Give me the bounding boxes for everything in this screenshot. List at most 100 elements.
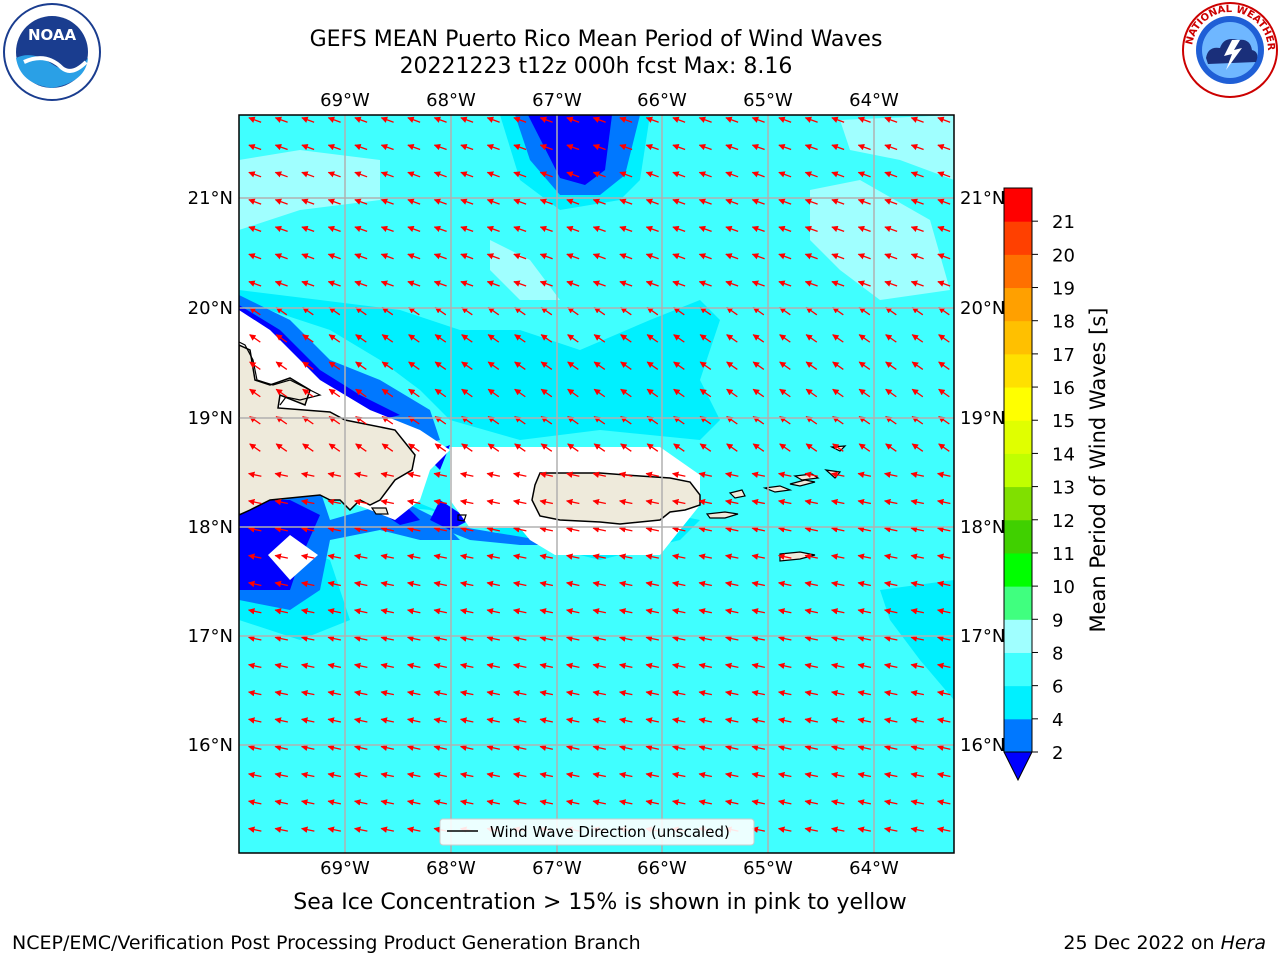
wind-wave-arrow (831, 144, 845, 151)
wind-wave-arrow (567, 361, 579, 370)
wind-wave-arrow (275, 443, 288, 452)
wind-wave-arrow (539, 553, 553, 560)
wind-wave-arrow (804, 608, 818, 615)
colorbar-segment (1004, 685, 1032, 720)
wind-wave-arrow (726, 361, 738, 370)
wind-wave-arrow (884, 198, 898, 205)
wind-wave-arrow (301, 608, 315, 615)
wind-wave-arrow (513, 526, 527, 533)
wind-wave-arrow (884, 717, 898, 724)
wind-wave-arrow (672, 471, 686, 478)
colorbar-label: Mean Period of Wind Waves [s] (1086, 308, 1110, 633)
wind-wave-arrow (884, 771, 898, 779)
wind-wave-arrow (778, 635, 792, 642)
wind-wave-arrow (778, 662, 792, 670)
lat-label: 16°N (960, 735, 1005, 756)
wind-wave-arrow (751, 744, 765, 751)
wind-wave-arrow (910, 171, 924, 178)
lon-label: 65°W (743, 858, 793, 879)
wind-wave-arrow (778, 799, 792, 806)
wind-wave-arrow (274, 116, 288, 123)
wind-wave-arrow (910, 280, 924, 287)
wind-wave-arrow (804, 689, 818, 697)
wind-wave-arrow (831, 635, 845, 642)
lat-label: 18°N (960, 517, 1005, 538)
wind-wave-arrow (539, 799, 553, 806)
wind-wave-arrow (380, 717, 394, 724)
wind-wave-arrow (804, 635, 818, 642)
wind-wave-arrow (672, 717, 686, 724)
wind-wave-arrow (249, 388, 261, 398)
wind-wave-arrow (354, 771, 368, 779)
wind-wave-arrow (461, 388, 473, 398)
wind-wave-arrow (461, 334, 473, 343)
wind-wave-arrow (698, 225, 712, 233)
wind-wave-arrow (910, 744, 924, 751)
wind-wave-arrow (539, 280, 553, 287)
wind-wave-arrow (566, 580, 580, 588)
wind-wave-arrow (857, 198, 871, 205)
lat-label: 20°N (188, 298, 233, 319)
wind-wave-arrow (486, 689, 500, 697)
wind-wave-arrow (831, 280, 845, 287)
wind-wave-arrow (751, 799, 765, 806)
wind-wave-arrow (487, 443, 500, 452)
wind-wave-arrow (884, 116, 898, 123)
wind-wave-arrow (327, 799, 341, 806)
lon-labels-top: 69°W 68°W 67°W 66°W 65°W 64°W (320, 90, 899, 111)
period-2-4-patch (239, 295, 440, 445)
wind-wave-arrow (513, 717, 527, 724)
lon-label: 64°W (849, 858, 899, 879)
wind-wave-arrow (513, 198, 527, 205)
wind-wave-arrow (486, 771, 500, 779)
colorbar-tick-label: 8 (1052, 643, 1063, 664)
wind-wave-arrow (539, 253, 553, 260)
footer-branch: NCEP/EMC/Verification Post Processing Pr… (12, 932, 641, 954)
wind-wave-arrow (910, 662, 924, 670)
wind-wave-arrow (275, 361, 288, 370)
wind-wave-arrow (434, 388, 447, 398)
wind-wave-arrow (620, 334, 632, 343)
wind-wave-arrow (911, 443, 924, 452)
wind-wave-arrow (408, 388, 420, 398)
wind-wave-arrow (725, 116, 739, 123)
wind-wave-arrow (433, 580, 447, 588)
colorbar-tick-label: 9 (1052, 610, 1063, 631)
wind-wave-arrow (805, 334, 818, 343)
wind-wave-arrow (698, 116, 712, 123)
wind-wave-arrow (804, 471, 818, 478)
wind-wave-arrow (698, 553, 712, 560)
wind-wave-arrow (274, 662, 288, 670)
wind-wave-arrow (646, 443, 659, 452)
wind-wave-arrow (910, 799, 924, 806)
wind-wave-arrow (354, 225, 368, 233)
wind-wave-arrow (884, 280, 898, 287)
wind-wave-arrow (301, 635, 315, 642)
wind-wave-arrow (672, 144, 686, 151)
wind-wave-arrow (592, 253, 606, 260)
wind-wave-arrow (672, 580, 686, 588)
wind-wave-arrow (725, 744, 739, 751)
wind-wave-arrow (301, 171, 315, 178)
wind-wave-arrow (911, 388, 924, 398)
wind-wave-arrow (566, 689, 580, 697)
wind-wave-arrow (328, 388, 341, 398)
wind-wave-arrow (938, 361, 950, 370)
wind-wave-arrow (327, 662, 341, 670)
wind-wave-arrow (779, 361, 791, 370)
wind-wave-arrow (460, 471, 474, 478)
wind-wave-arrow (539, 526, 553, 533)
colorbar-tick-label: 14 (1052, 444, 1075, 465)
wind-wave-arrow (698, 144, 712, 151)
wind-wave-arrow (698, 580, 712, 588)
wind-wave-arrow (327, 689, 341, 697)
wind-wave-arrow (751, 635, 765, 642)
wind-wave-arrow (434, 443, 447, 452)
lat-label: 17°N (960, 626, 1005, 647)
period-4-6-patch (239, 290, 720, 440)
wind-wave-arrow (274, 799, 288, 806)
wind-wave-arrow (327, 717, 341, 724)
wind-wave-arrow (301, 498, 315, 506)
wind-wave-arrow (910, 498, 924, 506)
wind-wave-arrow (698, 253, 712, 260)
